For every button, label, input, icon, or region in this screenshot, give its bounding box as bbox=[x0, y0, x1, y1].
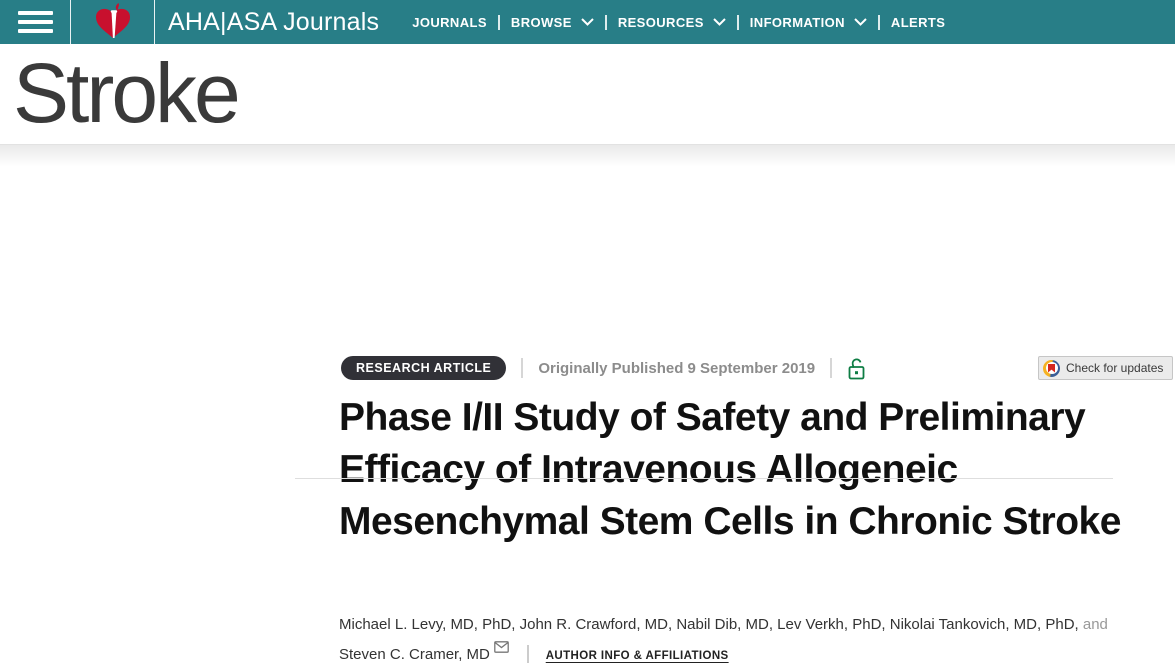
authors-main: Michael L. Levy, MD, PhD, John R. Crawfo… bbox=[339, 616, 1079, 633]
nav-label: ALERTS bbox=[890, 14, 946, 30]
email-envelope-icon[interactable] bbox=[494, 641, 509, 653]
meta-separator bbox=[521, 358, 524, 378]
nav-separator bbox=[736, 14, 739, 30]
section-divider-rule bbox=[295, 478, 1113, 479]
nav-separator bbox=[497, 14, 500, 30]
chevron-down-icon bbox=[713, 18, 726, 26]
authors-line: Michael L. Levy, MD, PhD, John R. Crawfo… bbox=[339, 610, 1144, 671]
published-date-text: Originally Published 9 September 2019 bbox=[538, 359, 816, 377]
hamburger-bar bbox=[17, 29, 53, 33]
nav-item-information[interactable]: INFORMATION bbox=[750, 15, 867, 30]
hamburger-bar bbox=[17, 20, 53, 24]
aha-heart-torch-logo[interactable] bbox=[71, 0, 155, 44]
aha-heart-icon bbox=[95, 3, 130, 38]
hamburger-bar bbox=[17, 11, 53, 15]
primary-nav: JOURNALS BROWSE RESOURCES INFORMATION AL… bbox=[412, 0, 945, 44]
brand-title[interactable]: AHA|ASA Journals bbox=[168, 7, 380, 36]
journal-logo-stroke[interactable]: Stroke bbox=[13, 46, 241, 140]
masthead-shadow-divider bbox=[0, 144, 1175, 170]
chevron-down-icon bbox=[581, 18, 594, 26]
open-access-lock-icon bbox=[848, 358, 865, 379]
nav-item-journals[interactable]: JOURNALS bbox=[412, 15, 487, 30]
article-header-section: RESEARCH ARTICLE Originally Published 9 … bbox=[0, 170, 1175, 663]
crossmark-icon bbox=[1043, 359, 1060, 377]
check-for-updates-label: Check for updates bbox=[1066, 361, 1164, 375]
author-last: Steven C. Cramer, MD bbox=[339, 646, 490, 663]
nav-separator bbox=[877, 14, 880, 30]
chevron-down-icon bbox=[854, 18, 867, 26]
check-for-updates-button[interactable]: Check for updates bbox=[1038, 356, 1174, 380]
nav-item-browse[interactable]: BROWSE bbox=[511, 15, 594, 30]
author-info-affiliations-link[interactable]: AUTHOR INFO & AFFILIATIONS bbox=[545, 650, 729, 662]
nav-label: BROWSE bbox=[510, 14, 572, 30]
nav-label: INFORMATION bbox=[749, 14, 845, 30]
article-meta-row: RESEARCH ARTICLE Originally Published 9 … bbox=[341, 356, 866, 380]
nav-item-alerts[interactable]: ALERTS bbox=[891, 15, 945, 30]
article-title: Phase I/II Study of Safety and Prelimina… bbox=[339, 396, 1121, 543]
meta-separator bbox=[830, 358, 833, 378]
top-navigation-bar: AHA|ASA Journals JOURNALS BROWSE RESOURC… bbox=[0, 0, 1175, 44]
nav-label: RESOURCES bbox=[617, 14, 704, 30]
nav-separator bbox=[604, 14, 607, 30]
journal-masthead: Stroke bbox=[0, 44, 1175, 144]
article-type-badge: RESEARCH ARTICLE bbox=[341, 356, 507, 380]
hamburger-menu-icon[interactable] bbox=[0, 0, 71, 44]
nav-label: JOURNALS bbox=[412, 14, 487, 30]
authors-link-separator bbox=[527, 645, 529, 663]
nav-item-resources[interactable]: RESOURCES bbox=[618, 15, 726, 30]
authors-conjunction: and bbox=[1082, 616, 1108, 633]
